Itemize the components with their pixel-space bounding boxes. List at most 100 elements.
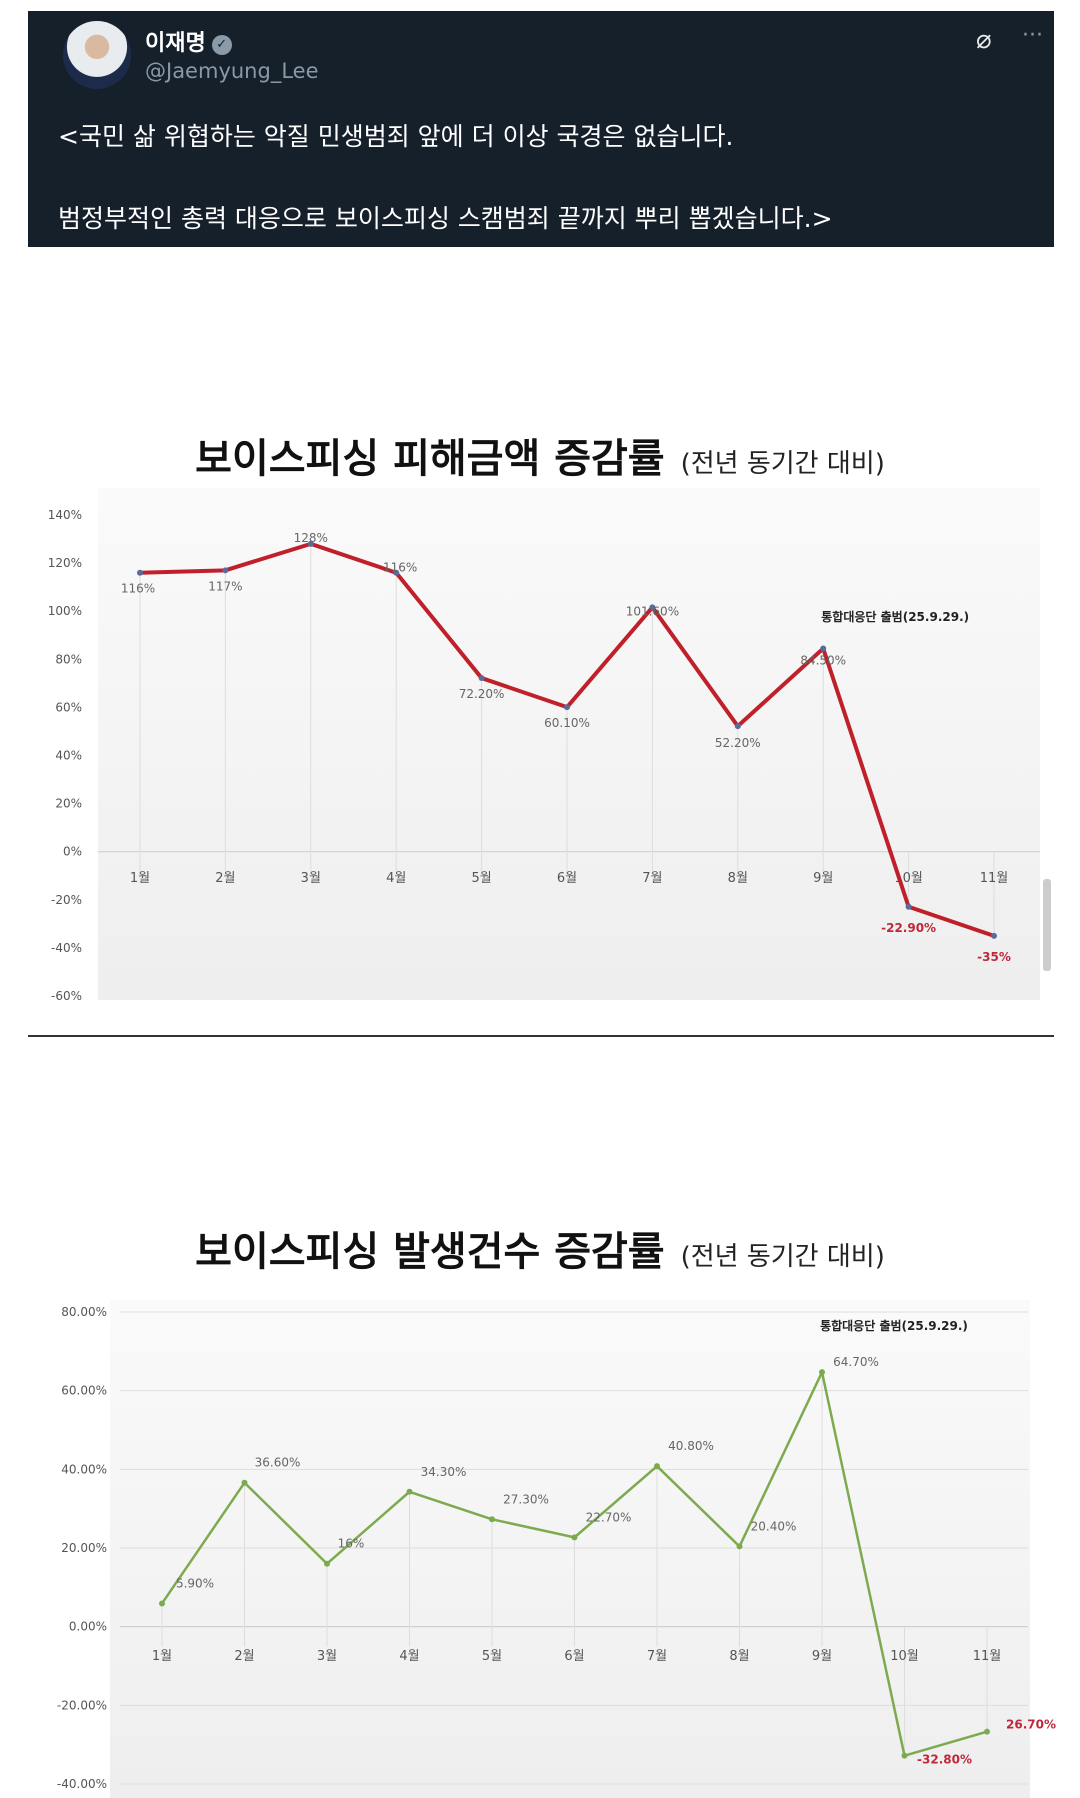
x-tick-label: 9월 — [812, 1649, 832, 1664]
x-tick-label: 11월 — [973, 1649, 1002, 1664]
x-tick-label: 9월 — [813, 871, 833, 886]
data-point — [137, 569, 143, 576]
data-label: 60.10% — [544, 716, 590, 730]
data-point — [905, 903, 912, 910]
chart-2-subtitle: (전년 동기간 대비) — [681, 1242, 885, 1272]
data-point — [478, 675, 485, 682]
y-tick-label: 20% — [55, 797, 82, 811]
data-point — [324, 1560, 330, 1567]
grok-icon[interactable]: ⌀ — [976, 25, 992, 55]
data-label: 36.60% — [255, 1456, 301, 1470]
data-point — [991, 932, 997, 939]
data-point — [489, 1516, 495, 1523]
x-tick-label: 1월 — [152, 1649, 172, 1664]
y-tick-label: 0.00% — [69, 1620, 107, 1634]
data-point — [222, 567, 229, 574]
x-tick-label: 3월 — [317, 1649, 337, 1664]
chart-2-title: 보이스피싱 발생건수 증감률 — [195, 1229, 664, 1275]
tweet-card: 이재명 ✓ @Jaemyung_Lee ⌀ ··· <국민 삶 위협하는 악질 민… — [28, 11, 1054, 247]
y-tick-label: -20.00% — [57, 1698, 107, 1712]
y-tick-label: 80% — [55, 652, 82, 666]
data-point — [901, 1752, 908, 1759]
y-tick-label: 60.00% — [61, 1384, 107, 1398]
chart-2-plot-bg — [110, 1300, 1030, 1798]
data-label: 20.40% — [751, 1519, 797, 1533]
chart-2-heading: 보이스피싱 발생건수 증감률 (전년 동기간 대비) — [195, 1229, 885, 1275]
data-label: -22.90% — [881, 921, 936, 935]
more-icon[interactable]: ··· — [1022, 23, 1043, 48]
y-tick-label: 60% — [55, 700, 82, 714]
data-label: -32.80% — [917, 1753, 972, 1767]
data-label: 27.30% — [503, 1492, 549, 1506]
data-point — [307, 540, 314, 547]
x-tick-label: 6월 — [557, 871, 577, 886]
y-tick-label: 40.00% — [61, 1462, 107, 1476]
x-tick-label: 8월 — [728, 871, 748, 886]
x-tick-label: 8월 — [729, 1649, 749, 1664]
x-tick-label: 1월 — [130, 871, 150, 886]
data-point — [241, 1479, 248, 1486]
data-point — [571, 1534, 578, 1541]
x-tick-label: 6월 — [564, 1649, 584, 1664]
data-label: 40.80% — [668, 1439, 714, 1453]
x-tick-label: 5월 — [482, 1649, 502, 1664]
x-tick-label: 2월 — [234, 1649, 254, 1664]
y-tick-label: 20.00% — [61, 1541, 107, 1555]
author-handle[interactable]: @Jaemyung_Lee — [145, 59, 319, 83]
x-tick-label: 4월 — [399, 1649, 419, 1664]
y-tick-label: 80.00% — [61, 1305, 107, 1319]
x-tick-label: 7월 — [647, 1649, 667, 1664]
y-tick-label: 40% — [55, 749, 82, 763]
chart-1-heading: 보이스피싱 피해금액 증감률 (전년 동기간 대비) — [195, 436, 885, 482]
section-divider — [28, 1035, 1054, 1037]
y-tick-label: 0% — [63, 845, 82, 859]
y-tick-label: -20% — [51, 893, 82, 907]
data-point — [649, 604, 656, 611]
y-tick-label: 140% — [48, 508, 82, 522]
chart-1-title: 보이스피싱 피해금액 증감률 — [195, 436, 664, 482]
data-label: 64.70% — [833, 1355, 879, 1369]
data-label: 101.60% — [626, 604, 679, 618]
data-point — [820, 645, 827, 652]
data-label: 84.50% — [800, 653, 846, 667]
data-point — [736, 1543, 743, 1550]
x-tick-label: 3월 — [301, 871, 321, 886]
chart-1-plot-bg — [98, 488, 1040, 1000]
data-label: 72.20% — [459, 687, 505, 701]
x-tick-label: 7월 — [642, 871, 662, 886]
x-tick-label: 2월 — [215, 871, 235, 886]
avatar[interactable] — [63, 21, 131, 89]
x-tick-label: 5월 — [471, 871, 491, 886]
data-point — [819, 1369, 825, 1376]
data-point — [406, 1488, 413, 1495]
data-label: 22.70% — [586, 1510, 632, 1524]
data-label: 117% — [208, 579, 242, 593]
author-name-text: 이재명 — [145, 31, 206, 56]
data-label: 26.70% — [1006, 1718, 1056, 1732]
x-tick-label: 4월 — [386, 871, 406, 886]
data-point — [393, 569, 400, 576]
y-tick-label: -40.00% — [57, 1777, 107, 1791]
annotation-label: 통합대응단 출범(25.9.29.) — [821, 609, 969, 624]
x-tick-label: 11월 — [980, 871, 1009, 886]
tweet-text-line-1: <국민 삶 위협하는 악질 민생범죄 앞에 더 이상 국경은 없습니다. — [58, 122, 734, 151]
data-label: 52.20% — [715, 736, 761, 750]
data-label: 116% — [121, 582, 155, 596]
y-tick-label: -60% — [51, 989, 82, 1003]
data-point — [159, 1600, 165, 1607]
scrollbar[interactable] — [1043, 879, 1051, 971]
tweet-text-line-2: 범정부적인 총력 대응으로 보이스피싱 스캠범죄 끝까지 뿌리 뽑겠습니다.> — [58, 204, 833, 233]
annotation-label: 통합대응단 출범(25.9.29.) — [820, 1318, 968, 1333]
author-name[interactable]: 이재명 ✓ — [145, 25, 232, 57]
data-point — [734, 723, 741, 730]
data-label: 16% — [338, 1537, 365, 1551]
data-point — [654, 1463, 660, 1470]
data-label: 116% — [383, 561, 417, 575]
data-label: 5.90% — [176, 1576, 214, 1590]
data-label: 128% — [294, 531, 328, 545]
x-tick-label: 10월 — [890, 1649, 919, 1664]
y-tick-label: 120% — [48, 556, 82, 570]
data-point — [984, 1728, 990, 1735]
data-label: 34.30% — [421, 1465, 467, 1479]
